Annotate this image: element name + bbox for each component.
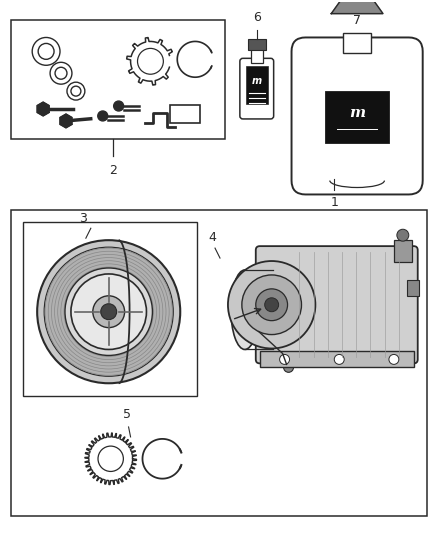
Circle shape	[93, 296, 124, 328]
Text: 7: 7	[353, 14, 361, 27]
Polygon shape	[37, 102, 49, 116]
Circle shape	[37, 240, 180, 383]
Text: 2: 2	[109, 164, 117, 176]
Circle shape	[71, 274, 146, 350]
Bar	[170, 105, 200, 123]
Ellipse shape	[237, 286, 253, 334]
Bar	[23, 222, 197, 396]
Text: 4: 4	[208, 231, 216, 244]
Polygon shape	[60, 114, 72, 128]
Circle shape	[228, 261, 315, 349]
Circle shape	[334, 354, 344, 365]
Bar	[325, 91, 389, 143]
Circle shape	[44, 247, 173, 376]
Circle shape	[98, 111, 108, 121]
Circle shape	[279, 354, 290, 365]
Bar	[343, 34, 371, 53]
Bar	[246, 66, 268, 104]
Text: 3: 3	[79, 212, 87, 225]
Text: m: m	[349, 106, 365, 120]
Bar	[248, 39, 266, 51]
FancyBboxPatch shape	[256, 246, 418, 364]
Circle shape	[101, 304, 117, 320]
FancyBboxPatch shape	[292, 37, 423, 195]
Bar	[260, 351, 414, 367]
Circle shape	[397, 229, 409, 241]
Circle shape	[114, 101, 124, 111]
Circle shape	[283, 362, 293, 373]
Bar	[11, 211, 427, 516]
Bar	[407, 280, 419, 296]
Circle shape	[65, 268, 152, 356]
Polygon shape	[331, 0, 383, 14]
FancyBboxPatch shape	[240, 58, 274, 119]
Bar	[251, 50, 263, 63]
Text: 5: 5	[123, 408, 131, 421]
Bar	[394, 240, 412, 262]
Bar	[11, 20, 225, 139]
Circle shape	[265, 298, 279, 312]
Ellipse shape	[259, 270, 286, 350]
Text: m: m	[252, 76, 262, 86]
Text: 1: 1	[330, 197, 338, 209]
Circle shape	[389, 354, 399, 365]
Ellipse shape	[231, 270, 259, 350]
Circle shape	[242, 275, 301, 335]
Text: 6: 6	[253, 11, 261, 23]
Circle shape	[256, 289, 288, 321]
